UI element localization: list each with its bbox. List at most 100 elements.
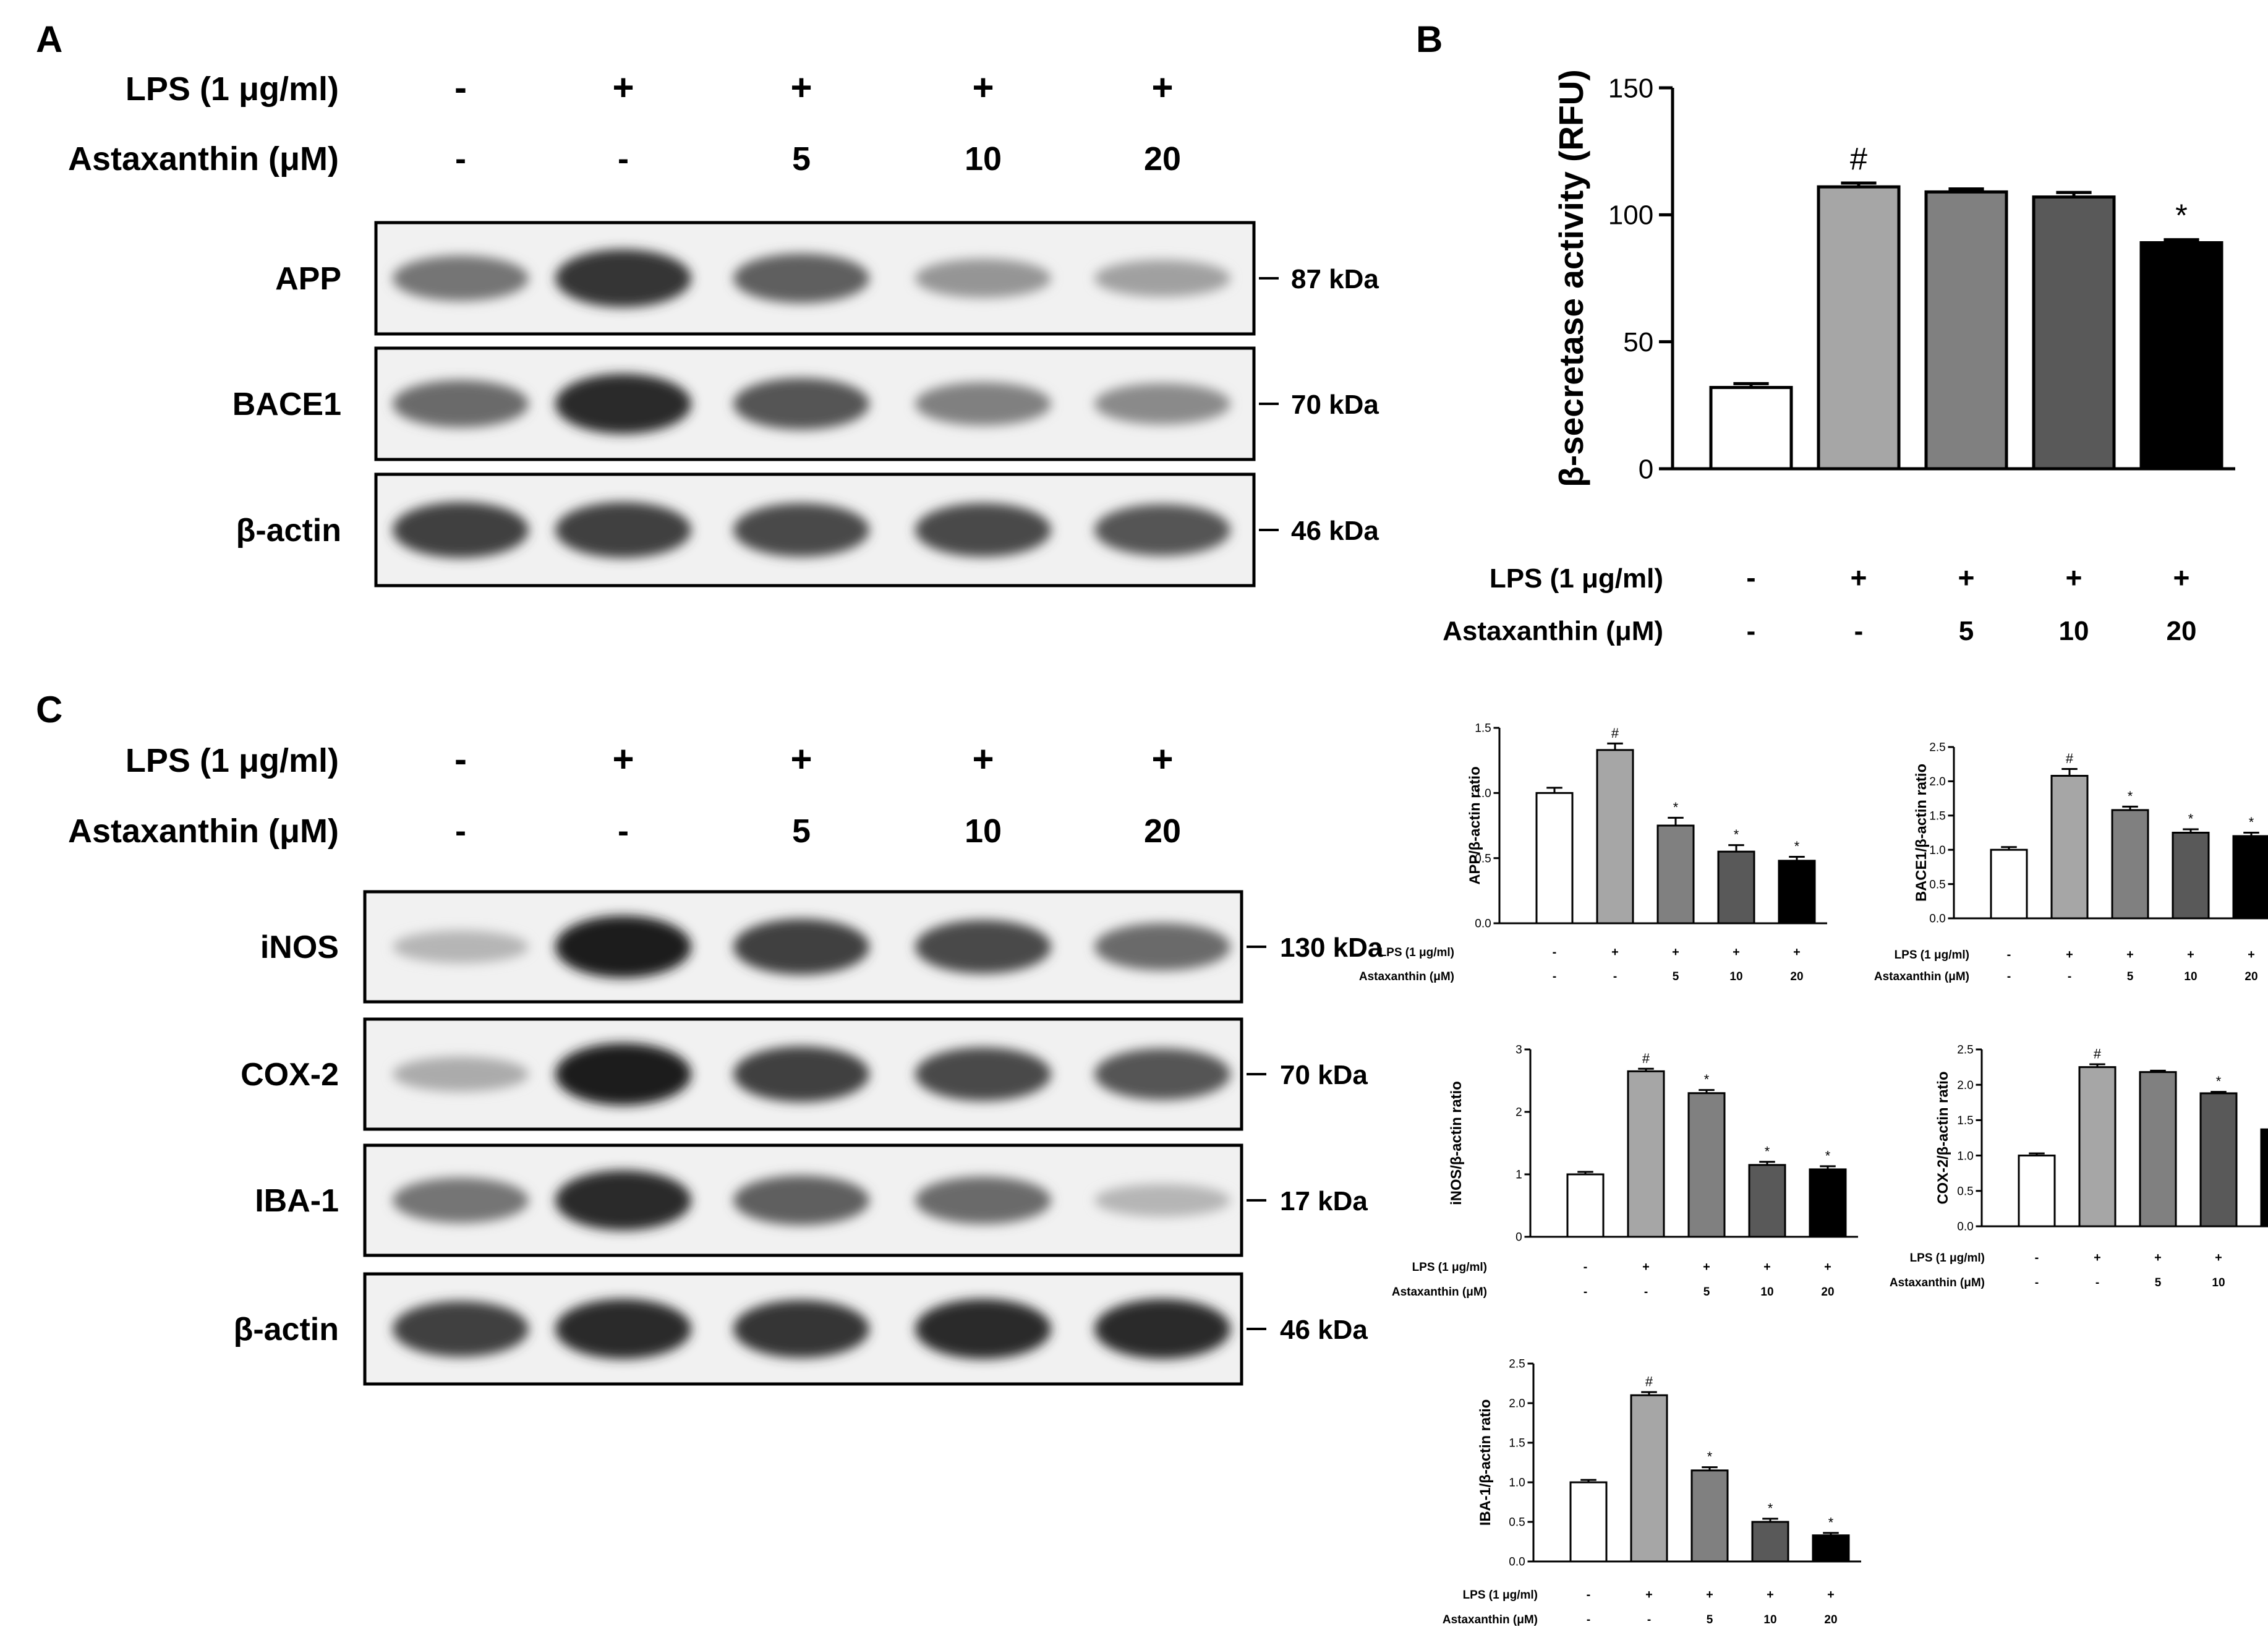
blot-band [1094,1299,1230,1359]
blot-band [915,503,1051,557]
y-axis-label: IBA-1/β-actin ratio [1477,1399,1494,1526]
panel-label-a: A [36,19,62,60]
size-marker-label: 46 kDa [1280,1315,1368,1345]
bar [2139,241,2223,471]
blot-band [393,1177,529,1223]
lps-value: + [2173,562,2190,594]
blot-band [733,1175,869,1226]
astaxanthin-value: - [455,140,466,177]
bar [1596,749,1634,925]
significance-marker: # [1611,725,1619,741]
blot-band [555,915,691,978]
astaxanthin-value: - [1584,1286,1587,1299]
y-tick-label: 150 [1608,73,1653,103]
lps-value: + [1645,1588,1653,1602]
astaxanthin-value: 10 [2059,616,2089,646]
blot-band [393,1056,529,1092]
chart-bace1-ratio: 0.0 0.5 1.0 1.5 2.0 2.5 BACE1/β-actin ratio - - #… [1874,741,2268,983]
bar [1817,185,1901,471]
astaxanthin-value: 5 [1959,616,1974,646]
astaxanthin-row-label: Astaxanthin (μM) [1392,1286,1487,1299]
lps-value: - [2035,1251,2039,1265]
blot-band [555,1299,691,1359]
blot-band [915,1299,1051,1359]
y-tick-label: 2 [1516,1106,1522,1119]
significance-marker: # [2094,1046,2102,1062]
y-tick-label: 50 [1623,327,1653,357]
lps-value: - [454,738,467,780]
lps-row-label: LPS (1 μg/ml) [1910,1252,1985,1265]
astaxanthin-value: - [1854,616,1864,646]
size-marker-label: 46 kDa [1291,516,1379,546]
astaxanthin-value: - [2095,1276,2099,1289]
blot-band [555,249,691,307]
y-tick-label: 2.5 [1929,741,1945,754]
lps-value: + [1763,1260,1771,1274]
astaxanthin-value: 10 [965,813,1002,850]
blot-band [393,502,529,558]
blot-band [393,380,529,428]
y-tick-label: 2.0 [1929,775,1945,788]
astaxanthin-value: - [2035,1276,2039,1289]
blot-label: β-actin [234,1312,339,1347]
y-tick-label: 0.5 [1475,852,1491,865]
chart-app-ratio: 0.0 0.5 1.0 1.5 APP/β-actin ratio - - # + - * +5 * +1… [1359,722,1827,983]
significance-marker: # [2066,751,2074,766]
lps-value: + [790,67,812,108]
lps-row-label: LPS (1 μg/ml) [126,742,339,779]
lps-value: + [2215,1251,2222,1265]
astaxanthin-value: - [618,140,629,177]
lps-value: + [1767,1588,1774,1602]
lps-value: - [1553,946,1557,959]
lps-value: + [972,67,994,108]
lps-value: - [1587,1588,1591,1602]
lps-value: + [1703,1260,1710,1274]
astaxanthin-value: - [1647,1613,1651,1626]
astaxanthin-value: - [1553,970,1556,983]
size-marker-label: 70 kDa [1291,390,1379,420]
significance-marker: * [2128,788,2133,804]
blot-band [1094,923,1230,971]
astaxanthin-row-label: Astaxanthin (μM) [1443,1613,1538,1626]
panel-c-treatment-table: LPS (1 μg/ml) Astaxanthin (μM) - - + - +5 +10 +2… [68,738,1181,850]
bar [2111,809,2149,920]
blot-band [555,1170,691,1231]
bar [2232,835,2268,920]
lps-row-label: LPS (1 μg/ml) [1412,1261,1487,1274]
panel-c-western-blots: iNOS 130 kDa COX-2 70 kDa IBA-1 17 kDa β-actin… [234,890,1383,1386]
y-tick-label: 0.0 [1929,913,1945,926]
astaxanthin-row-label: Astaxanthin (μM) [68,140,339,177]
astaxanthin-value: 20 [1790,970,1803,983]
lps-row-label: LPS (1 μg/ml) [1379,946,1454,959]
bar [1812,1534,1850,1563]
significance-marker: # [1645,1374,1653,1390]
lps-value: + [972,738,994,780]
astaxanthin-value: - [2007,970,2011,983]
lps-value: + [2066,948,2073,962]
astaxanthin-row-label: Astaxanthin (μM) [1874,970,1969,983]
significance-marker: * [2188,811,2194,826]
y-tick-label: 0 [1639,454,1653,484]
astaxanthin-value: 20 [2167,616,2197,646]
blot-band [555,1043,691,1106]
astaxanthin-value: 5 [2127,970,2134,983]
lps-row-label: LPS (1 μg/ml) [1490,563,1663,594]
astaxanthin-value: 10 [1760,1286,1773,1299]
lps-value: + [1793,946,1801,959]
bar [1687,1092,1726,1238]
lps-value: - [2007,948,2011,962]
y-tick-label: 100 [1608,200,1653,231]
astaxanthin-value: 5 [792,813,811,850]
y-tick-label: 0.0 [1475,918,1491,931]
significance-marker: * [2249,814,2254,830]
astaxanthin-value: 20 [1144,140,1181,177]
y-tick-label: 1.5 [1509,1437,1525,1450]
significance-marker: * [1794,839,1800,854]
blot-band [733,1046,869,1103]
astaxanthin-value: 10 [2184,970,2197,983]
astaxanthin-value: 20 [1821,1286,1834,1299]
bar [1717,850,1755,925]
astaxanthin-value: - [1613,970,1617,983]
bar [2260,1128,2268,1228]
lps-value: + [2187,948,2194,962]
